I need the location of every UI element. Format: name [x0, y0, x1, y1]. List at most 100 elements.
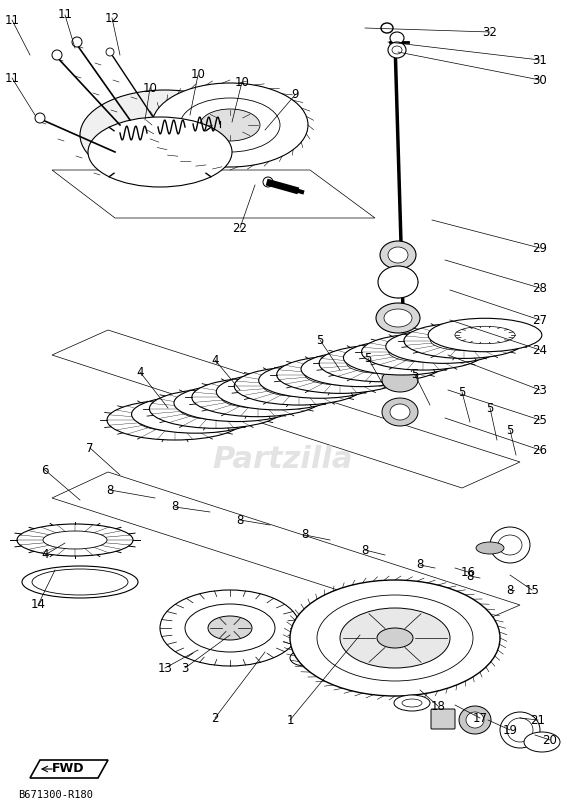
Text: FWD: FWD [52, 762, 84, 775]
Text: 8: 8 [107, 483, 114, 497]
Ellipse shape [208, 616, 252, 640]
Ellipse shape [217, 374, 340, 410]
Ellipse shape [152, 83, 308, 167]
Ellipse shape [277, 356, 404, 394]
Ellipse shape [476, 542, 504, 554]
Text: 5: 5 [316, 334, 324, 346]
Ellipse shape [72, 37, 82, 47]
FancyBboxPatch shape [431, 709, 455, 729]
Ellipse shape [498, 535, 522, 555]
Ellipse shape [22, 566, 138, 598]
Text: 5: 5 [486, 402, 494, 414]
Text: 26: 26 [532, 443, 548, 457]
Text: Partzilla: Partzilla [213, 446, 353, 474]
Ellipse shape [500, 712, 540, 748]
Ellipse shape [263, 375, 335, 397]
Text: 2: 2 [211, 711, 219, 725]
Ellipse shape [413, 338, 475, 355]
Text: 8: 8 [416, 558, 424, 571]
Ellipse shape [455, 326, 515, 344]
Ellipse shape [259, 362, 380, 398]
Ellipse shape [192, 378, 324, 417]
Text: 32: 32 [483, 26, 497, 38]
Ellipse shape [388, 342, 458, 362]
Ellipse shape [507, 718, 533, 742]
Text: 29: 29 [532, 242, 548, 254]
Text: 11: 11 [5, 71, 19, 85]
Text: 10: 10 [191, 69, 205, 82]
Ellipse shape [388, 247, 408, 263]
Ellipse shape [376, 303, 420, 333]
Ellipse shape [378, 266, 418, 298]
Ellipse shape [377, 628, 413, 648]
Ellipse shape [137, 409, 213, 431]
Text: 9: 9 [291, 89, 299, 102]
Text: 8: 8 [506, 583, 514, 597]
Ellipse shape [430, 331, 498, 350]
Text: 11: 11 [5, 14, 19, 26]
Text: 17: 17 [472, 711, 488, 725]
Ellipse shape [88, 117, 232, 187]
Ellipse shape [371, 349, 434, 366]
Ellipse shape [290, 580, 500, 696]
Ellipse shape [35, 113, 45, 123]
Text: 8: 8 [466, 570, 473, 582]
Ellipse shape [301, 351, 421, 386]
Ellipse shape [179, 398, 253, 419]
Text: 6: 6 [41, 463, 49, 477]
Ellipse shape [80, 90, 250, 180]
Ellipse shape [402, 699, 422, 707]
Ellipse shape [346, 354, 417, 374]
Text: 10: 10 [142, 82, 158, 94]
Ellipse shape [428, 318, 542, 352]
Ellipse shape [32, 569, 128, 595]
Ellipse shape [263, 177, 273, 187]
Ellipse shape [388, 42, 406, 58]
Text: 23: 23 [532, 383, 547, 397]
Ellipse shape [381, 23, 393, 33]
Ellipse shape [180, 98, 280, 152]
Text: 27: 27 [532, 314, 548, 326]
Text: 7: 7 [86, 442, 94, 454]
Ellipse shape [17, 524, 133, 556]
Ellipse shape [185, 604, 275, 652]
Ellipse shape [150, 389, 284, 428]
Text: 19: 19 [502, 723, 518, 737]
Ellipse shape [52, 50, 62, 60]
Ellipse shape [404, 323, 524, 358]
Ellipse shape [43, 531, 107, 549]
Text: 4: 4 [41, 549, 49, 562]
Ellipse shape [382, 368, 418, 392]
Text: 24: 24 [532, 343, 548, 357]
Ellipse shape [319, 345, 444, 382]
Ellipse shape [162, 405, 230, 424]
Text: 8: 8 [361, 543, 369, 557]
Ellipse shape [459, 706, 491, 734]
Ellipse shape [524, 732, 560, 752]
Ellipse shape [362, 334, 484, 370]
Text: 5: 5 [411, 369, 418, 382]
Ellipse shape [246, 382, 311, 401]
Ellipse shape [305, 364, 376, 385]
Text: 28: 28 [532, 282, 547, 294]
Polygon shape [30, 760, 108, 778]
Ellipse shape [382, 398, 418, 426]
Ellipse shape [340, 608, 450, 668]
Text: 30: 30 [532, 74, 547, 86]
Text: 18: 18 [430, 699, 446, 713]
Ellipse shape [174, 385, 300, 422]
Text: 4: 4 [136, 366, 144, 378]
Text: 1: 1 [286, 714, 294, 726]
Ellipse shape [466, 712, 484, 728]
Text: 16: 16 [460, 566, 476, 578]
Text: 12: 12 [104, 11, 120, 25]
Text: 25: 25 [532, 414, 547, 426]
Text: 3: 3 [181, 662, 189, 674]
Text: 11: 11 [57, 9, 73, 22]
Ellipse shape [390, 32, 404, 44]
Text: 8: 8 [301, 529, 308, 542]
Text: 13: 13 [158, 662, 172, 674]
Ellipse shape [384, 309, 412, 327]
Ellipse shape [317, 595, 473, 681]
Ellipse shape [200, 109, 260, 141]
